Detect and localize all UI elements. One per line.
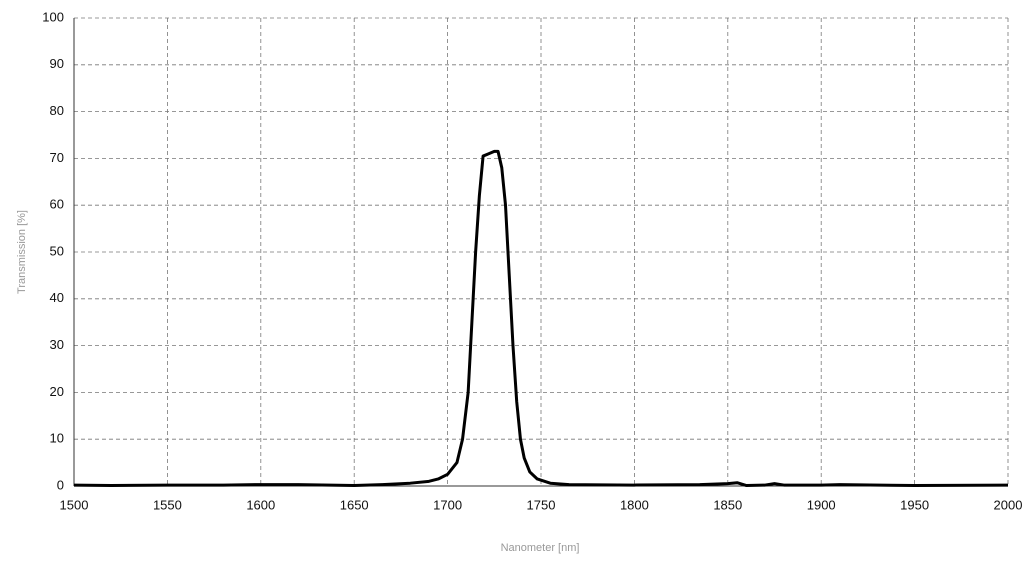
x-tick-label: 1900 [807, 497, 836, 512]
y-tick-label: 40 [50, 290, 64, 305]
x-tick-label: 1750 [527, 497, 556, 512]
y-tick-label: 0 [57, 477, 64, 492]
y-tick-label: 50 [50, 243, 64, 258]
y-tick-label: 80 [50, 103, 64, 118]
y-tick-label: 90 [50, 56, 64, 71]
y-tick-label: 60 [50, 197, 64, 212]
x-axis-title: Nanometer [nm] [501, 542, 580, 554]
x-tick-label: 2000 [994, 497, 1023, 512]
y-tick-label: 20 [50, 384, 64, 399]
y-tick-label: 10 [50, 431, 64, 446]
x-tick-label: 1600 [246, 497, 275, 512]
data-line [73, 149, 1009, 488]
x-tick-label: 1650 [340, 497, 369, 512]
x-tick-label: 1950 [900, 497, 929, 512]
y-tick-label: 70 [50, 150, 64, 165]
x-tick-label: 1800 [620, 497, 649, 512]
y-tick-label: 30 [50, 337, 64, 352]
x-tick-label: 1500 [60, 497, 89, 512]
x-tick-label: 1550 [153, 497, 182, 512]
y-axis-title: Transmission [%] [16, 210, 28, 294]
y-tick-label: 100 [42, 9, 64, 24]
x-tick-label: 1850 [713, 497, 742, 512]
x-tick-label: 1700 [433, 497, 462, 512]
